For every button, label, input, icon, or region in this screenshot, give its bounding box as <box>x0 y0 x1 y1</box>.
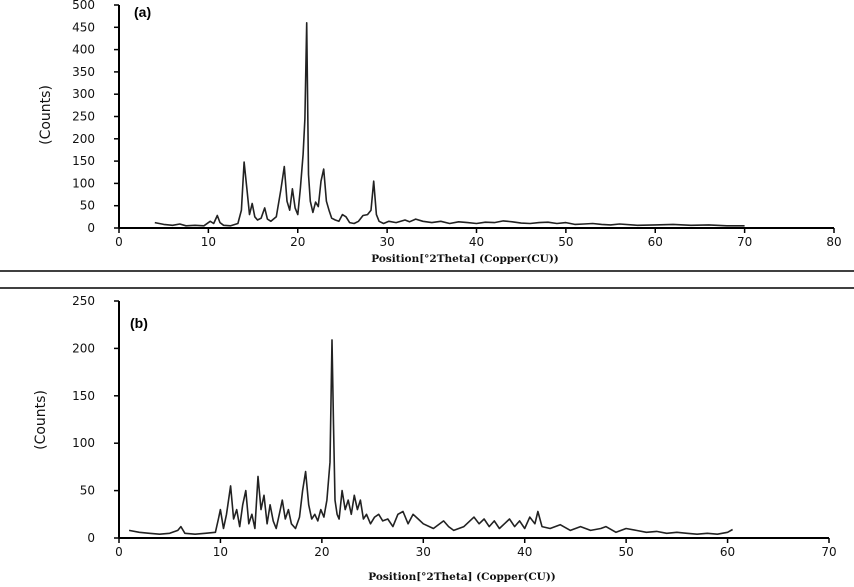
y-tick-label: 400 <box>72 43 95 57</box>
x-tick-label: 20 <box>290 235 305 249</box>
x-tick-label: 30 <box>379 235 394 249</box>
y-tick-label: 500 <box>72 0 95 12</box>
x-tick-label: 30 <box>416 545 431 559</box>
x-tick-label: 50 <box>619 545 634 559</box>
y-tick-label: 200 <box>72 132 95 146</box>
x-axis-label: Position[°2Theta] (Copper(CU)) <box>368 571 556 583</box>
x-tick-label: 60 <box>720 545 735 559</box>
panel-label: (a) <box>134 4 151 20</box>
y-tick-label: 50 <box>80 199 95 213</box>
x-tick-label: 40 <box>517 545 532 559</box>
y-tick-label: 450 <box>72 20 95 34</box>
y-tick-label: 300 <box>72 87 95 101</box>
y-tick-label: 200 <box>72 341 95 355</box>
y-tick-label: 250 <box>72 294 95 308</box>
x-tick-label: 10 <box>213 545 228 559</box>
x-tick-label: 20 <box>314 545 329 559</box>
x-tick-label: 80 <box>826 235 841 249</box>
x-tick-label: 40 <box>469 235 484 249</box>
y-axis-label: (Counts) <box>33 390 49 450</box>
y-axis-label: (Counts) <box>38 85 54 145</box>
x-tick-label: 0 <box>115 235 123 249</box>
y-tick-label: 50 <box>80 484 95 498</box>
x-tick-label: 0 <box>115 545 123 559</box>
x-tick-label: 50 <box>558 235 573 249</box>
xrd-panel-a: (a) (Counts) Position[°2Theta] (Copper(C… <box>38 0 842 265</box>
x-tick-label: 60 <box>648 235 663 249</box>
y-tick-label: 350 <box>72 65 95 79</box>
x-tick-label: 70 <box>821 545 836 559</box>
y-tick-label: 250 <box>72 110 95 124</box>
x-tick-label: 10 <box>201 235 216 249</box>
panel-label: (b) <box>130 315 148 331</box>
y-tick-label: 0 <box>87 531 95 545</box>
x-tick-label: 70 <box>737 235 752 249</box>
x-axis-label: Position[°2Theta] (Copper(CU)) <box>371 253 559 265</box>
y-tick-label: 150 <box>72 389 95 403</box>
xrd-trace <box>128 339 733 536</box>
xrd-trace <box>154 21 745 227</box>
y-tick-label: 100 <box>72 176 95 190</box>
y-tick-label: 100 <box>72 436 95 450</box>
y-tick-label: 150 <box>72 154 95 168</box>
y-tick-label: 0 <box>87 221 95 235</box>
xrd-panel-b: (b) (Counts) Position[°2Theta] (Copper(C… <box>33 294 837 583</box>
